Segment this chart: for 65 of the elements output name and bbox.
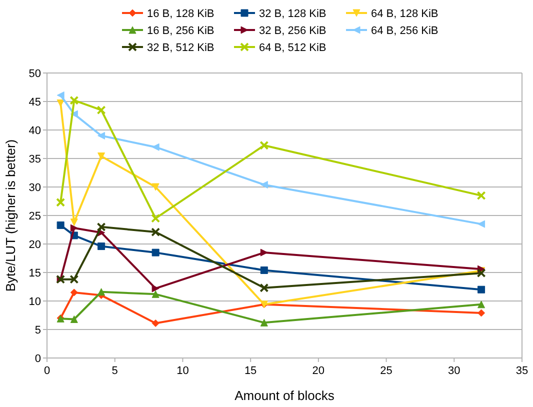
x-tick-label: 5 bbox=[112, 365, 118, 377]
point bbox=[260, 283, 269, 292]
point bbox=[56, 221, 64, 229]
x-tick-label: 15 bbox=[244, 365, 257, 377]
point bbox=[98, 132, 106, 140]
legend-label: 16 B, 128 KiB bbox=[147, 8, 214, 20]
x-tick-label: 0 bbox=[44, 365, 50, 377]
point bbox=[98, 152, 106, 160]
point bbox=[478, 220, 486, 228]
point bbox=[151, 214, 160, 223]
y-tick-label: 0 bbox=[34, 352, 41, 365]
point bbox=[70, 218, 78, 226]
x-axis-title: Amount of blocks bbox=[234, 388, 335, 403]
point bbox=[260, 180, 268, 188]
y-tick-label: 40 bbox=[28, 124, 41, 137]
y-tick-label: 30 bbox=[28, 182, 41, 194]
point bbox=[260, 266, 268, 274]
y-tick-label: 10 bbox=[28, 296, 41, 308]
point bbox=[152, 284, 160, 292]
x-tick-label: 20 bbox=[312, 365, 325, 377]
y-tick-label: 35 bbox=[28, 153, 41, 166]
point bbox=[260, 318, 268, 326]
legend-label: 32 B, 256 KiB bbox=[259, 24, 326, 37]
point bbox=[476, 191, 486, 200]
point bbox=[56, 91, 64, 99]
point bbox=[96, 106, 106, 115]
y-axis-title: Byte/LUT (higher is better) bbox=[3, 139, 18, 292]
legend-label: 32 B, 512 KiB bbox=[147, 42, 214, 54]
point bbox=[70, 288, 78, 296]
point bbox=[478, 286, 486, 294]
point bbox=[478, 300, 486, 308]
x-tick-label: 35 bbox=[516, 365, 528, 377]
point bbox=[70, 96, 79, 105]
point bbox=[70, 315, 78, 323]
x-tick-label: 10 bbox=[176, 365, 189, 377]
point bbox=[260, 140, 269, 150]
point bbox=[151, 228, 160, 237]
legend-label: 64 B, 256 KiB bbox=[371, 24, 438, 37]
legend-label: 16 B, 256 KiB bbox=[147, 24, 214, 37]
point bbox=[152, 143, 160, 151]
point bbox=[478, 309, 486, 317]
point bbox=[152, 183, 160, 191]
point bbox=[152, 248, 160, 256]
x-tick-label: 25 bbox=[380, 365, 392, 377]
point bbox=[476, 268, 486, 278]
legend-label: 64 B, 512 KiB bbox=[259, 42, 326, 54]
point bbox=[152, 319, 160, 327]
point bbox=[152, 290, 160, 298]
y-tick-label: 5 bbox=[34, 324, 41, 336]
legend-label: 64 B, 128 KiB bbox=[371, 8, 438, 20]
legend-label: 32 B, 128 KiB bbox=[259, 8, 326, 20]
point bbox=[260, 248, 268, 256]
y-tick-label: 25 bbox=[28, 210, 41, 222]
point bbox=[70, 224, 78, 232]
y-tick-label: 50 bbox=[28, 68, 41, 80]
point bbox=[56, 198, 66, 207]
point bbox=[70, 274, 79, 284]
x-tick-label: 30 bbox=[448, 365, 460, 377]
y-tick-label: 20 bbox=[28, 238, 41, 251]
point bbox=[98, 288, 106, 296]
point bbox=[56, 99, 64, 107]
y-tick-label: 15 bbox=[28, 267, 41, 280]
point bbox=[98, 242, 106, 250]
point bbox=[96, 222, 106, 232]
y-tick-label: 45 bbox=[28, 96, 41, 108]
